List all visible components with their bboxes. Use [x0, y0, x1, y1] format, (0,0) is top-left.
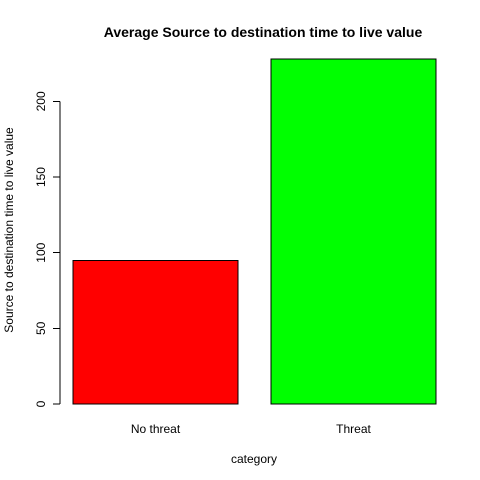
- x-tick-labels: No threat Threat: [131, 422, 372, 436]
- y-axis-label: Source to destination time to live value: [2, 127, 16, 333]
- x-tick-label: Threat: [336, 422, 371, 436]
- bars-group: [72, 58, 437, 405]
- y-tick-label: 100: [34, 242, 48, 262]
- y-tick-label: 50: [34, 321, 48, 335]
- y-tick-label: 150: [34, 167, 48, 187]
- bar-no-threat: [72, 259, 239, 405]
- chart-title: Average Source to destination time to li…: [104, 24, 423, 40]
- x-tick-label: No threat: [131, 422, 181, 436]
- x-axis-label: category: [231, 452, 277, 466]
- y-tick-label: 0: [34, 400, 48, 407]
- y-axis: 0 50 100 150 200: [34, 91, 61, 407]
- bar-threat: [270, 58, 437, 405]
- y-tick-label: 200: [34, 91, 48, 111]
